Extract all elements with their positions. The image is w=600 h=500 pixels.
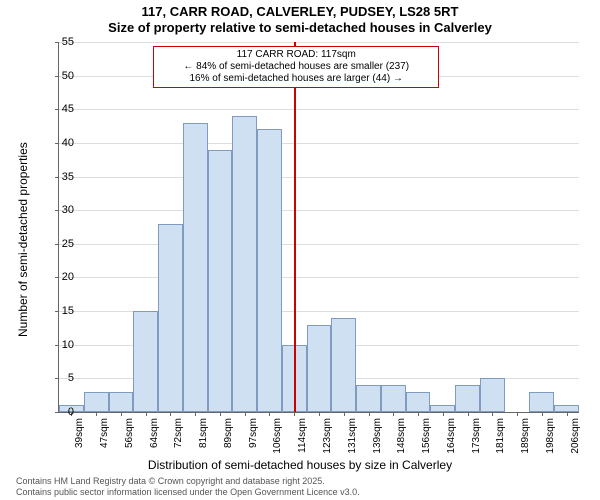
histogram-bar [406, 392, 431, 412]
grid-line [59, 109, 579, 110]
x-tick-label: 189sqm [520, 418, 531, 454]
x-axis-label: Distribution of semi-detached houses by … [0, 458, 600, 472]
grid-line [59, 244, 579, 245]
x-tick-mark [443, 412, 444, 416]
x-tick-label: 114sqm [297, 418, 308, 453]
chart-title: 117, CARR ROAD, CALVERLEY, PUDSEY, LS28 … [0, 4, 600, 19]
histogram-bar [480, 378, 505, 412]
y-tick-label: 15 [44, 305, 74, 317]
annotation-line-1: 117 CARR ROAD: 117sqm [158, 49, 434, 61]
grid-line [59, 277, 579, 278]
marker-line [294, 42, 296, 412]
histogram-bar [158, 224, 183, 412]
x-tick-mark [542, 412, 543, 416]
y-tick-label: 50 [44, 70, 74, 82]
y-tick-label: 40 [44, 137, 74, 149]
x-tick-label: 72sqm [173, 418, 184, 448]
histogram-bar [109, 392, 134, 412]
histogram-bar [257, 129, 282, 412]
x-tick-mark [344, 412, 345, 416]
y-tick-label: 45 [44, 103, 74, 115]
histogram-bar [183, 123, 208, 412]
x-tick-mark [492, 412, 493, 416]
histogram-bar [529, 392, 554, 412]
annotation-line-2: ← 84% of semi-detached houses are smalle… [158, 61, 434, 73]
histogram-bar [430, 405, 455, 412]
footer-attribution: Contains HM Land Registry data © Crown c… [16, 476, 360, 498]
x-tick-mark [96, 412, 97, 416]
y-tick-label: 25 [44, 238, 74, 250]
x-tick-label: 206sqm [570, 418, 581, 454]
x-tick-label: 89sqm [223, 418, 234, 448]
x-tick-label: 39sqm [74, 418, 85, 448]
x-tick-mark [393, 412, 394, 416]
histogram-bar [331, 318, 356, 412]
x-tick-mark [294, 412, 295, 416]
x-tick-label: 123sqm [322, 418, 333, 454]
grid-line [59, 42, 579, 43]
histogram-bar [232, 116, 257, 412]
y-tick-label: 35 [44, 171, 74, 183]
y-tick-label: 55 [44, 36, 74, 48]
x-tick-label: 164sqm [446, 418, 457, 454]
x-tick-label: 47sqm [99, 418, 110, 448]
x-tick-mark [319, 412, 320, 416]
x-tick-label: 148sqm [396, 418, 407, 454]
x-tick-label: 131sqm [347, 418, 358, 454]
grid-line [59, 177, 579, 178]
y-tick-label: 0 [44, 406, 74, 418]
x-tick-label: 106sqm [272, 418, 283, 454]
x-tick-label: 181sqm [495, 418, 506, 454]
y-tick-label: 30 [44, 204, 74, 216]
x-tick-mark [220, 412, 221, 416]
x-tick-label: 81sqm [198, 418, 209, 448]
histogram-bar [455, 385, 480, 412]
footer-line-1: Contains HM Land Registry data © Crown c… [16, 476, 360, 487]
x-tick-mark [468, 412, 469, 416]
grid-line [59, 210, 579, 211]
x-tick-mark [146, 412, 147, 416]
x-tick-mark [245, 412, 246, 416]
y-tick-label: 5 [44, 372, 74, 384]
grid-line [59, 143, 579, 144]
footer-line-2: Contains public sector information licen… [16, 487, 360, 498]
chart-container: 117, CARR ROAD, CALVERLEY, PUDSEY, LS28 … [0, 0, 600, 500]
x-tick-label: 64sqm [149, 418, 160, 448]
histogram-bar [356, 385, 381, 412]
annotation-line-3: 16% of semi-detached houses are larger (… [158, 73, 434, 85]
x-tick-mark [170, 412, 171, 416]
x-tick-label: 198sqm [545, 418, 556, 454]
x-tick-label: 139sqm [372, 418, 383, 454]
y-tick-label: 20 [44, 271, 74, 283]
x-tick-mark [369, 412, 370, 416]
histogram-bar [84, 392, 109, 412]
annotation-box: 117 CARR ROAD: 117sqm← 84% of semi-detac… [153, 46, 439, 88]
plot-area [58, 42, 579, 413]
x-tick-label: 97sqm [248, 418, 259, 448]
x-tick-mark [418, 412, 419, 416]
x-tick-mark [567, 412, 568, 416]
x-tick-label: 56sqm [124, 418, 135, 448]
histogram-bar [554, 405, 579, 412]
histogram-bar [133, 311, 158, 412]
x-tick-label: 156sqm [421, 418, 432, 454]
y-tick-label: 10 [44, 339, 74, 351]
histogram-bar [381, 385, 406, 412]
x-tick-mark [195, 412, 196, 416]
x-tick-mark [517, 412, 518, 416]
histogram-bar [307, 325, 332, 412]
histogram-bar [208, 150, 233, 412]
chart-subtitle: Size of property relative to semi-detach… [0, 20, 600, 35]
x-tick-mark [269, 412, 270, 416]
x-tick-mark [121, 412, 122, 416]
y-axis-label: Number of semi-detached properties [16, 142, 30, 337]
x-tick-label: 173sqm [471, 418, 482, 454]
